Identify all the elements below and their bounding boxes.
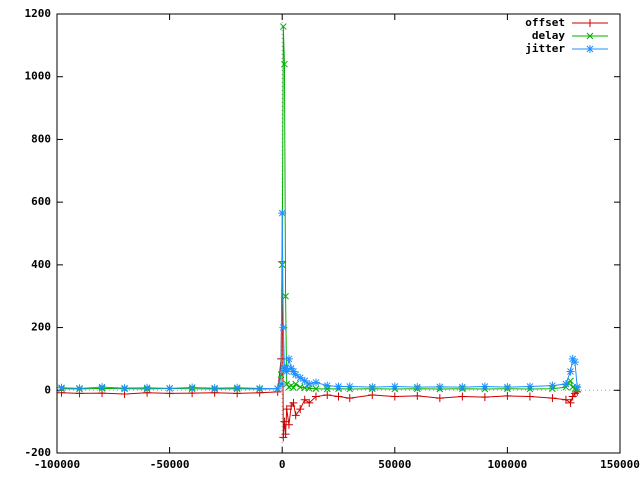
marker — [282, 292, 289, 300]
marker — [413, 383, 422, 392]
marker — [233, 383, 242, 392]
marker — [282, 367, 291, 376]
marker — [345, 394, 354, 403]
series — [57, 209, 582, 393]
marker — [284, 420, 293, 429]
marker — [566, 367, 575, 376]
marker — [277, 380, 286, 389]
legend-marker — [586, 45, 594, 53]
marker — [273, 384, 282, 393]
marker — [292, 380, 300, 388]
marker — [279, 23, 287, 30]
marker — [305, 398, 314, 407]
marker — [305, 380, 314, 389]
y-tick-label: 600 — [31, 195, 51, 208]
y-tick-label: 1200 — [25, 7, 52, 20]
legend-label: offset — [525, 16, 565, 29]
y-tick-label: 1000 — [25, 70, 52, 83]
marker — [561, 380, 570, 389]
marker — [561, 395, 570, 404]
marker — [300, 395, 309, 404]
marker — [281, 364, 290, 373]
marker — [368, 383, 377, 392]
marker — [57, 383, 66, 392]
marker — [566, 398, 575, 407]
y-tick-label: -200 — [25, 446, 52, 459]
marker — [98, 383, 107, 392]
marker — [120, 384, 129, 393]
marker — [568, 354, 577, 363]
marker — [567, 377, 574, 385]
marker — [548, 394, 557, 403]
marker — [458, 383, 467, 392]
marker — [296, 405, 305, 414]
marker — [282, 405, 291, 414]
legend-marker — [586, 32, 594, 40]
marker — [503, 391, 512, 400]
marker — [570, 358, 579, 367]
marker — [503, 383, 512, 392]
marker — [311, 392, 320, 401]
y-tick-label: 0 — [44, 383, 51, 396]
marker — [296, 373, 305, 382]
marker — [279, 323, 288, 332]
marker — [289, 367, 298, 376]
marker — [345, 382, 354, 391]
marker — [480, 393, 489, 402]
marker — [413, 391, 422, 400]
legend-label: jitter — [525, 42, 565, 55]
marker — [283, 380, 291, 388]
legend-marker — [586, 19, 594, 27]
marker — [300, 376, 309, 385]
marker — [210, 384, 219, 393]
marker — [284, 354, 293, 363]
marker — [390, 382, 399, 391]
marker — [281, 60, 288, 68]
marker — [291, 370, 300, 379]
marker — [435, 394, 444, 403]
marker — [525, 382, 534, 391]
x-tick-label: 0 — [279, 458, 286, 471]
marker — [334, 382, 343, 391]
marker — [280, 417, 289, 426]
marker — [291, 411, 300, 420]
marker — [75, 384, 84, 393]
marker — [525, 392, 534, 401]
marker — [281, 430, 290, 439]
x-tick-label: -100000 — [34, 458, 80, 471]
marker — [287, 364, 296, 373]
y-tick-label: 800 — [31, 132, 51, 145]
marker — [188, 383, 197, 392]
x-tick-label: -50000 — [150, 458, 190, 471]
x-tick-label: 150000 — [600, 458, 640, 471]
marker — [312, 385, 320, 393]
marker — [548, 381, 557, 390]
marker — [323, 381, 332, 390]
marker — [255, 384, 264, 393]
marker — [480, 382, 489, 391]
x-tick-label: 50000 — [378, 458, 411, 471]
marker — [278, 209, 287, 218]
marker — [368, 390, 377, 399]
y-tick-label: 400 — [31, 258, 51, 271]
marker — [143, 383, 152, 392]
marker — [334, 392, 343, 401]
y-tick-label: 200 — [31, 321, 51, 334]
marker — [390, 392, 399, 401]
marker — [311, 378, 320, 387]
x-tick-label: 100000 — [488, 458, 528, 471]
marker — [289, 398, 298, 407]
marker — [435, 382, 444, 391]
marker — [458, 392, 467, 401]
legend-label: delay — [532, 29, 565, 42]
marker — [573, 383, 582, 392]
marker — [165, 384, 174, 393]
marker — [323, 390, 332, 399]
plot-frame — [56, 13, 621, 454]
marker — [290, 384, 297, 392]
